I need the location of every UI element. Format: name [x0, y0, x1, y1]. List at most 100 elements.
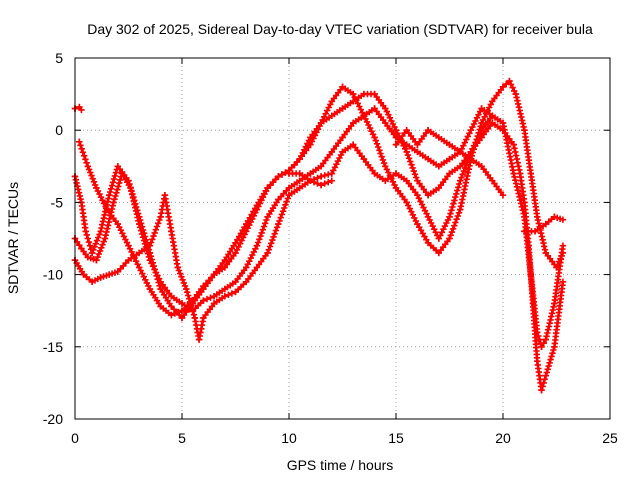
data-point-marker — [157, 213, 164, 221]
data-point-marker — [467, 148, 475, 156]
data-point-marker — [168, 311, 175, 319]
data-point-marker — [531, 228, 539, 235]
data-point-marker — [232, 249, 239, 257]
data-point-marker — [136, 249, 143, 257]
data-point-marker — [183, 285, 190, 293]
data-point-marker — [114, 163, 121, 170]
data-point-marker — [101, 235, 109, 242]
data-point-marker — [424, 239, 432, 247]
data-point-marker — [538, 343, 545, 350]
data-point-marker — [232, 288, 239, 296]
data-point-marker — [328, 170, 335, 177]
data-point-marker — [403, 177, 410, 184]
data-point-marker — [360, 112, 368, 119]
data-point-marker — [296, 184, 303, 192]
data-point-marker — [317, 181, 325, 189]
data-point-marker — [512, 90, 520, 98]
data-point-marker — [146, 256, 154, 264]
data-point-marker — [516, 170, 524, 177]
data-point-marker — [371, 170, 378, 177]
data-point-marker — [253, 242, 261, 249]
data-point-marker — [457, 163, 464, 170]
data-point-marker — [521, 228, 528, 235]
data-point-marker — [350, 98, 357, 105]
data-point-marker — [243, 278, 250, 286]
data-point-marker — [195, 336, 203, 343]
data-point-marker — [210, 271, 218, 278]
grid-lines — [75, 58, 610, 419]
data-point-marker — [392, 127, 400, 134]
data-point-marker — [414, 141, 421, 148]
data-point-marker — [339, 83, 346, 91]
data-point-marker — [489, 98, 496, 105]
data-point-marker — [499, 191, 507, 199]
x-tick-label: 25 — [602, 430, 618, 446]
data-point-marker — [403, 127, 410, 134]
data-point-marker — [350, 141, 357, 148]
data-point-marker — [76, 138, 83, 145]
data-point-marker — [478, 163, 485, 170]
data-point-marker — [360, 90, 368, 98]
y-tick-label: -15 — [43, 339, 63, 355]
data-point-marker — [275, 173, 282, 180]
data-point-marker — [467, 127, 475, 134]
data-point-marker — [253, 264, 261, 271]
data-point-marker — [275, 196, 282, 203]
data-point-marker — [521, 199, 528, 206]
data-point-marker — [435, 249, 442, 257]
y-tick-labels: -20 -15 -10 -5 0 5 — [43, 50, 63, 427]
data-point-marker — [264, 184, 271, 192]
data-point-marker — [414, 220, 421, 228]
data-point-marker — [114, 220, 121, 228]
data-point-marker — [97, 274, 104, 281]
data-point-marker — [317, 119, 325, 127]
data-point-marker — [339, 134, 346, 141]
series-trace-5 — [285, 105, 567, 235]
data-point-marker — [551, 213, 558, 221]
data-point-marker — [499, 83, 507, 91]
data-point-marker — [118, 170, 126, 177]
data-point-marker — [110, 199, 117, 206]
data-point-marker — [161, 191, 169, 199]
data-point-marker — [78, 245, 85, 252]
data-point-marker — [317, 173, 325, 180]
data-point-marker — [534, 358, 541, 365]
data-point-marker — [424, 191, 432, 199]
data-point-marker — [457, 177, 464, 184]
data-point-marker — [84, 254, 92, 261]
data-point-marker — [174, 264, 181, 271]
data-point-marker — [403, 199, 410, 206]
data-point-marker — [350, 119, 357, 127]
data-point-marker — [243, 264, 250, 271]
y-tick-label: -5 — [51, 194, 64, 210]
data-point-marker — [489, 119, 496, 127]
data-point-marker — [328, 177, 335, 184]
data-point-marker — [403, 141, 410, 148]
data-point-marker — [424, 127, 432, 134]
data-point-marker — [168, 228, 175, 235]
data-point-marker — [414, 148, 421, 156]
data-point-marker — [328, 112, 335, 119]
axis-ticks — [74, 57, 611, 420]
data-point-marker — [178, 300, 186, 307]
data-point-marker — [382, 163, 389, 170]
y-tick-label: 5 — [55, 50, 63, 66]
data-point-marker — [125, 242, 132, 249]
data-point-marker — [435, 163, 442, 170]
data-point-marker — [84, 163, 92, 170]
data-point-marker — [392, 141, 400, 148]
data-point-marker — [307, 134, 314, 141]
data-point-marker — [446, 170, 453, 177]
data-point-marker — [191, 314, 199, 322]
data-point-marker — [424, 155, 432, 163]
data-point-marker — [542, 336, 549, 343]
data-point-marker — [82, 228, 89, 235]
data-point-marker — [328, 98, 335, 105]
data-point-marker — [88, 278, 96, 286]
data-point-marker — [446, 213, 453, 221]
data-point-marker — [339, 105, 346, 112]
data-point-marker — [424, 213, 432, 221]
data-point-marker — [232, 278, 239, 286]
